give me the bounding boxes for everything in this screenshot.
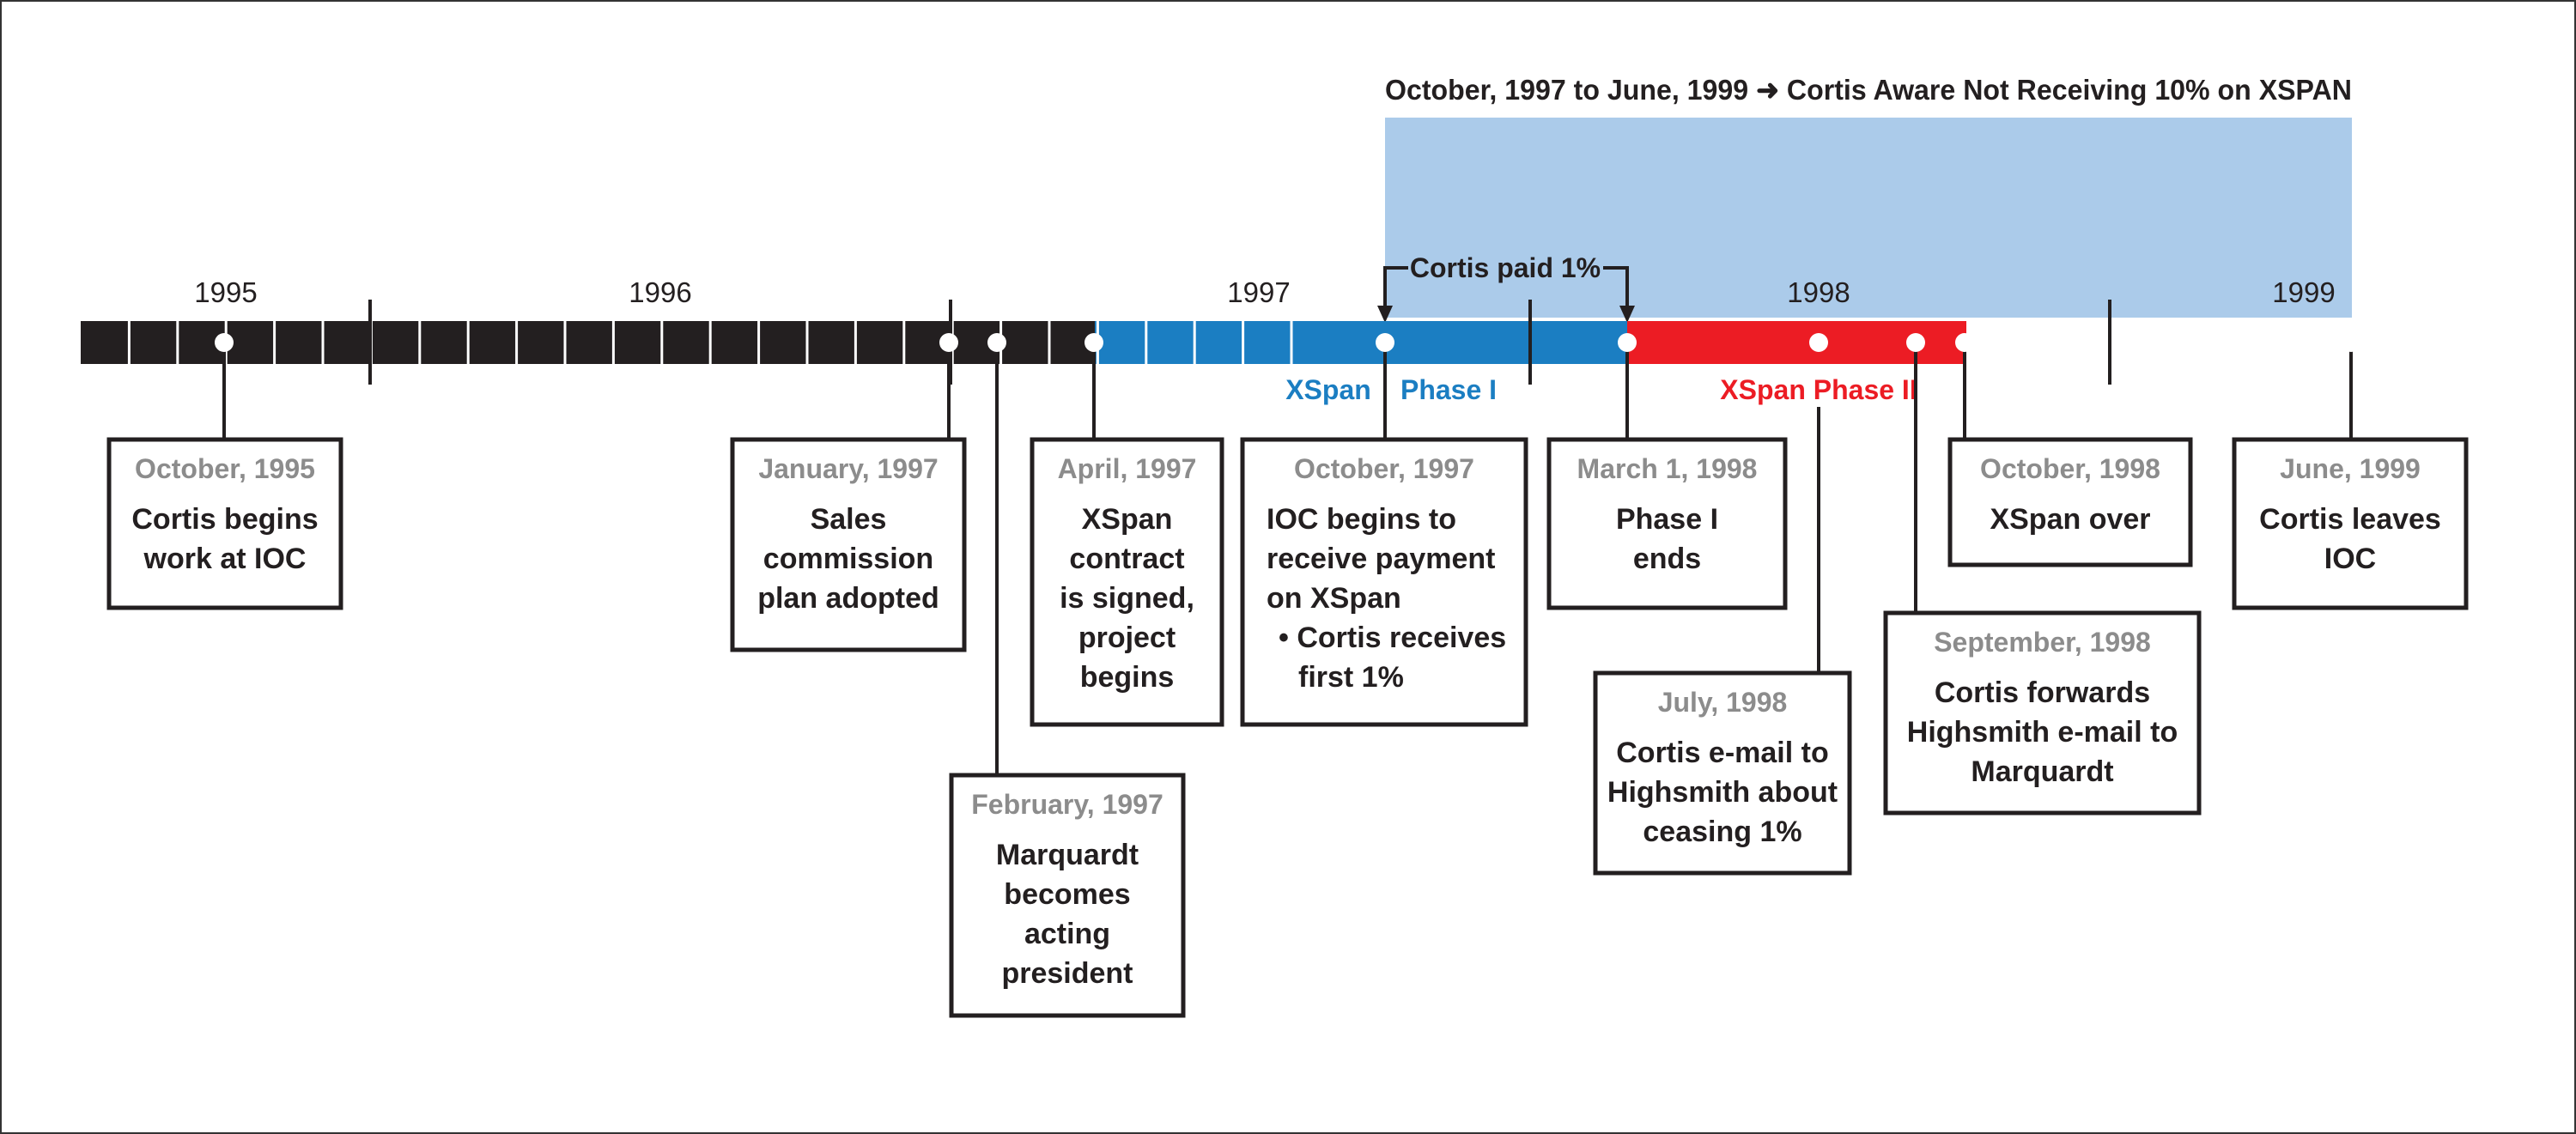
event-description-line: Highsmith e-mail to bbox=[1907, 716, 2178, 749]
event-marker bbox=[1618, 333, 1637, 352]
event-description-line: Marquardt bbox=[1971, 755, 2113, 788]
event-description-line: Sales bbox=[811, 503, 887, 536]
event-date: October, 1998 bbox=[1980, 453, 2160, 484]
event-card-frame bbox=[1030, 437, 1224, 727]
event-description-line: begins bbox=[1080, 661, 1175, 694]
event-description-line: work at IOC bbox=[143, 543, 307, 575]
event-description-line: Cortis e-mail to bbox=[1616, 737, 1828, 769]
event-card-frame bbox=[106, 437, 343, 610]
event-card-frame bbox=[1947, 437, 2193, 567]
year-label: 1997 bbox=[1227, 276, 1290, 308]
phase-one-band bbox=[1095, 321, 1627, 364]
event-description-line: becomes bbox=[1004, 878, 1130, 911]
event-description-line: acting bbox=[1024, 918, 1110, 950]
event-marker bbox=[1084, 333, 1103, 352]
year-label: 1999 bbox=[2272, 276, 2335, 308]
event-marker bbox=[1809, 333, 1828, 352]
event-card: October, 1997 IOC begins to receive paymen… bbox=[1240, 437, 1528, 727]
event-description-line: contract bbox=[1069, 543, 1184, 575]
event-card-frame bbox=[1883, 610, 2202, 816]
event-description-line: Highsmith about bbox=[1607, 776, 1838, 809]
event-description-line: Phase I bbox=[1616, 503, 1718, 536]
awareness-region bbox=[1385, 118, 2352, 318]
event-description-line: IOC bbox=[2324, 543, 2376, 575]
event-date: June, 1999 bbox=[2280, 453, 2421, 484]
event-marker bbox=[939, 333, 958, 352]
event-description-line: project bbox=[1078, 622, 1176, 654]
event-date: October, 1995 bbox=[135, 453, 315, 484]
event-card: March 1, 1998 Phase I ends bbox=[1546, 437, 1788, 610]
year-label: 1996 bbox=[629, 276, 691, 308]
event-card: June, 1999 Cortis leaves IOC bbox=[2232, 437, 2469, 610]
event-description-line: president bbox=[1001, 957, 1133, 990]
event-marker bbox=[1955, 333, 1974, 352]
timeline-track bbox=[81, 321, 1966, 364]
event-date: February, 1997 bbox=[971, 789, 1163, 820]
event-card: October, 1998 XSpan over bbox=[1947, 437, 2193, 567]
awareness-banner: October, 1997 to June, 1999 ➜ Cortis Awa… bbox=[1385, 74, 2352, 106]
phase-two-label: XSpan Phase II bbox=[1720, 374, 1917, 405]
event-card-frame bbox=[1593, 670, 1852, 876]
event-description-line: plan adopted bbox=[757, 582, 939, 615]
event-description-line: receive payment bbox=[1267, 543, 1496, 575]
event-description-line: commission bbox=[763, 543, 933, 575]
event-description-line: • Cortis receives bbox=[1279, 622, 1506, 654]
paid-bracket-label: Cortis paid 1% bbox=[1410, 252, 1601, 283]
event-description-line: is signed, bbox=[1060, 582, 1194, 615]
event-card-frame bbox=[1240, 437, 1528, 727]
event-date: July, 1998 bbox=[1658, 687, 1788, 718]
event-marker bbox=[215, 333, 234, 352]
event-marker bbox=[1906, 333, 1925, 352]
event-card: October, 1995 Cortis begins work at IOC bbox=[106, 437, 343, 610]
event-date: March 1, 1998 bbox=[1577, 453, 1758, 484]
event-connectors bbox=[222, 343, 2353, 775]
year-label: 1995 bbox=[194, 276, 257, 308]
event-description-line: Cortis begins bbox=[131, 503, 318, 536]
event-card-frame bbox=[949, 773, 1186, 1018]
event-description-line: first 1% bbox=[1298, 661, 1404, 694]
event-description-line: Marquardt bbox=[996, 839, 1139, 871]
event-card: January, 1997 Sales commission plan adopted bbox=[730, 437, 967, 652]
paid-bracket bbox=[1383, 266, 1629, 311]
event-card: September, 1998 Cortis forwards Highsmith … bbox=[1883, 610, 2202, 816]
event-date: October, 1997 bbox=[1294, 453, 1474, 484]
year-label: 1998 bbox=[1787, 276, 1850, 308]
phase-one-label-xspan: XSpan bbox=[1285, 374, 1371, 405]
event-description-line: XSpan bbox=[1082, 503, 1173, 536]
event-description-line: IOC begins to bbox=[1267, 503, 1456, 536]
event-card: July, 1998 Cortis e-mail to Highsmith abou… bbox=[1593, 670, 1852, 876]
event-description-line: Cortis leaves bbox=[2259, 503, 2441, 536]
event-description-line: on XSpan bbox=[1267, 582, 1401, 615]
event-marker bbox=[2342, 333, 2360, 352]
event-date: January, 1997 bbox=[758, 453, 938, 484]
event-card: February, 1997 Marquardt becomes acting pres… bbox=[949, 773, 1186, 1018]
event-marker bbox=[1376, 333, 1394, 352]
event-description-line: ceasing 1% bbox=[1643, 816, 1801, 848]
bracket-arrow-right bbox=[1619, 306, 1635, 323]
year-labels: 1995 1996 1997 1998 1999 bbox=[194, 276, 2335, 308]
phase-one-label-phase: Phase I bbox=[1400, 374, 1497, 405]
event-card-frame bbox=[2232, 437, 2469, 610]
event-marker bbox=[987, 333, 1006, 352]
event-date: September, 1998 bbox=[1934, 627, 2151, 658]
event-description-line: Cortis forwards bbox=[1935, 676, 2150, 709]
event-boxes: October, 1995 Cortis begins work at IOC Jan… bbox=[106, 437, 2469, 1018]
event-description-line: ends bbox=[1633, 543, 1701, 575]
event-description-line: XSpan over bbox=[1990, 503, 2150, 536]
bracket-arrow-left bbox=[1377, 306, 1393, 323]
event-markers bbox=[215, 333, 2360, 352]
event-date: April, 1997 bbox=[1058, 453, 1197, 484]
event-card: April, 1997 XSpan contract is signed, projec… bbox=[1030, 437, 1224, 727]
event-card-frame bbox=[730, 437, 967, 652]
event-card-frame bbox=[1546, 437, 1788, 610]
